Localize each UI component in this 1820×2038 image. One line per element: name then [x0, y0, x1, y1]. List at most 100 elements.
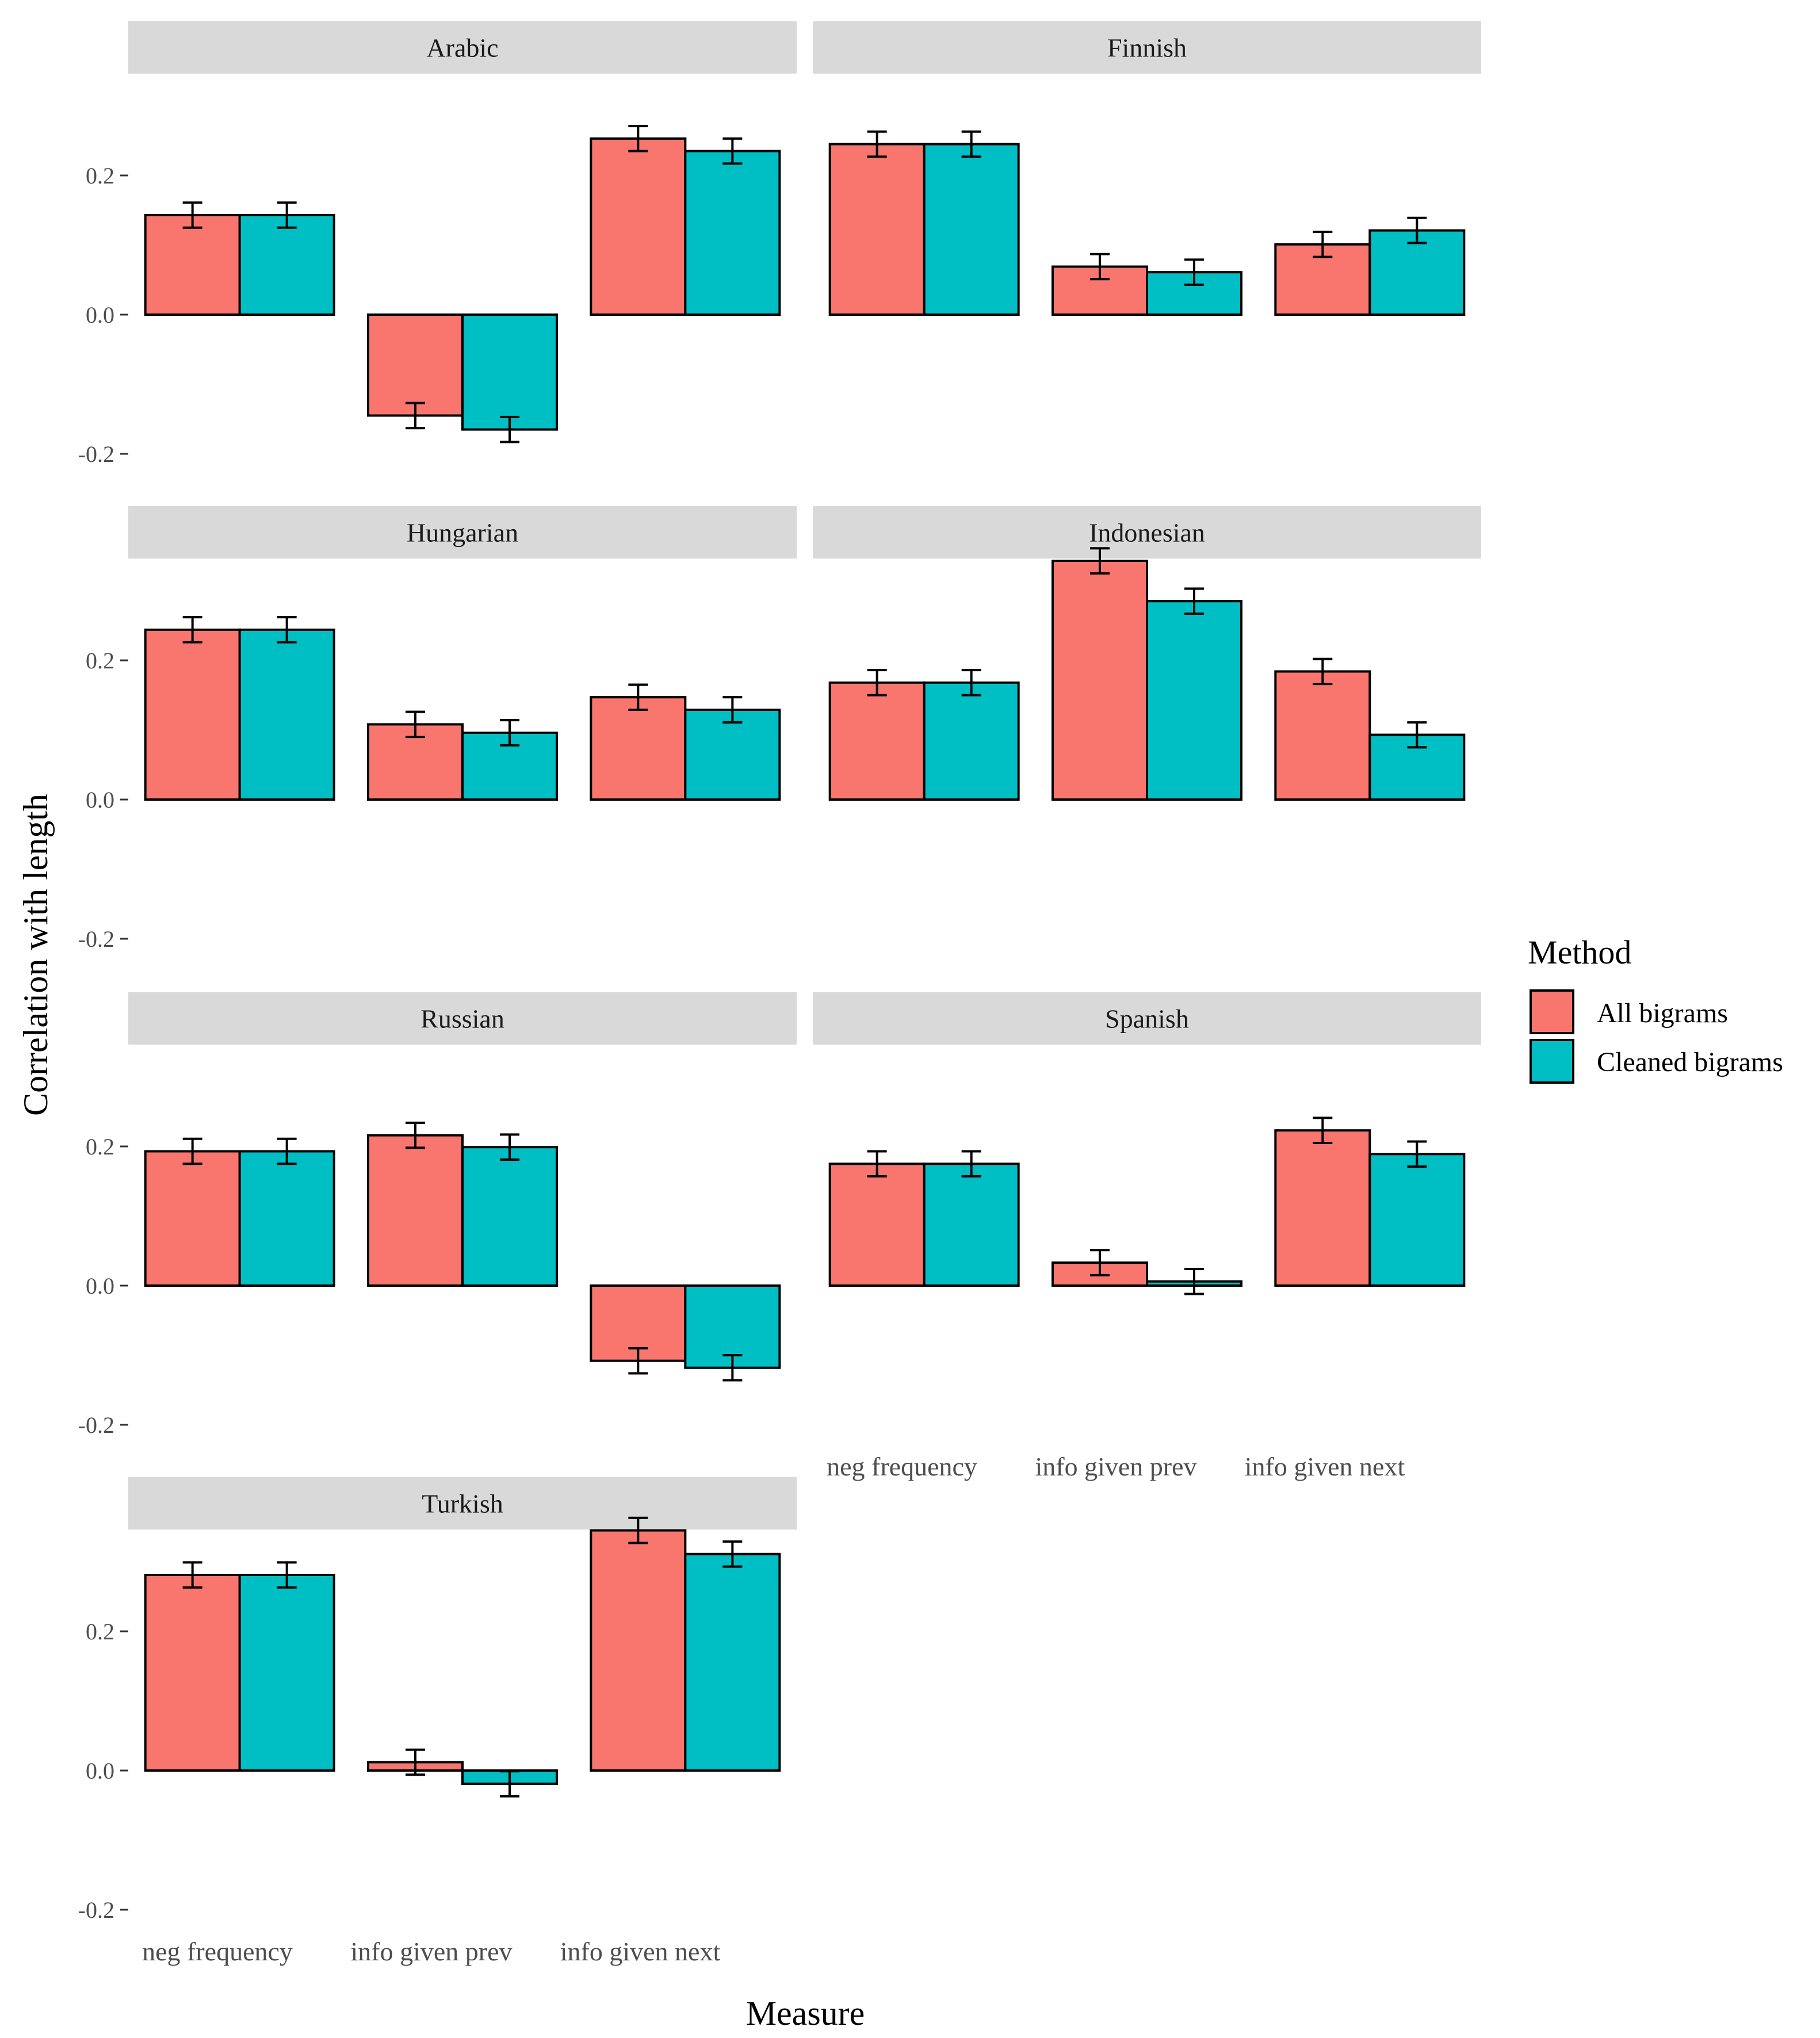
facet-label: Spanish	[1105, 1004, 1189, 1034]
error-bar	[277, 201, 297, 229]
error-bar	[722, 696, 743, 724]
facet-strip	[128, 1477, 797, 1530]
facet-spanish: Spanish neg frequency info given prev info …	[813, 992, 1481, 1481]
legend-label-cleaned-bigrams: Cleaned bigrams	[1597, 1047, 1783, 1077]
error-bar	[1090, 1249, 1110, 1276]
error-bar	[1184, 587, 1204, 615]
bar-russian-neg-frequency-all-bigrams	[144, 1150, 241, 1287]
bar-indonesian-info-given-next-all-bigrams	[1274, 670, 1371, 801]
facet-strip	[128, 506, 797, 559]
error-bar	[1090, 253, 1110, 281]
error-bar	[1184, 1267, 1204, 1295]
error-bar	[182, 201, 202, 229]
facet-finnish: Finnish	[813, 21, 1481, 316]
error-bar	[867, 1150, 887, 1178]
error-bar	[1313, 657, 1333, 686]
facet-strip	[813, 506, 1481, 559]
error-bar	[1407, 1140, 1427, 1168]
bar-finnish-neg-frequency-cleaned-bigrams	[923, 143, 1020, 316]
bar-spanish-neg-frequency-all-bigrams	[828, 1163, 926, 1287]
error-bar	[722, 137, 743, 165]
error-bar	[961, 130, 981, 158]
bar-arabic-info-given-next-all-bigrams	[590, 137, 687, 316]
legend-label-all-bigrams: All bigrams	[1597, 998, 1728, 1028]
y-tick-label: 0.0	[86, 1273, 114, 1299]
facet-strip	[128, 21, 797, 74]
facet-strip	[813, 21, 1481, 74]
y-tick-label: -0.2	[78, 926, 114, 952]
error-bar	[277, 1561, 297, 1589]
error-bar	[722, 1540, 743, 1568]
x-tick-label: info given next	[560, 1937, 721, 1966]
error-bar	[1313, 231, 1333, 258]
facet-label: Russian	[420, 1004, 504, 1034]
y-tick-label: 0.0	[86, 787, 114, 813]
facet-russian: Russian -0.2 0.0 0.2	[78, 992, 797, 1438]
bar-spanish-info-given-next-cleaned-bigrams	[1368, 1153, 1466, 1287]
facet-hungarian: Hungarian -0.2 0.0 0.2	[78, 506, 797, 952]
bar-russian-info-given-prev-all-bigrams	[367, 1134, 464, 1287]
x-tick-label: neg frequency	[827, 1452, 977, 1481]
error-bar	[500, 1133, 519, 1161]
facet-label: Arabic	[426, 33, 498, 63]
x-tick-label: info given prev	[1035, 1452, 1196, 1481]
bar-turkish-neg-frequency-all-bigrams	[144, 1573, 241, 1772]
bar-hungarian-info-given-next-cleaned-bigrams	[684, 708, 781, 801]
legend: Method All bigrams Cleaned bigrams	[1528, 934, 1783, 1084]
y-tick-label: 0.2	[86, 1134, 114, 1160]
facet-label: Finnish	[1107, 33, 1187, 63]
y-tick-label: -0.2	[78, 1412, 114, 1438]
bar-russian-neg-frequency-cleaned-bigrams	[238, 1150, 335, 1287]
error-bar	[628, 683, 648, 711]
error-bar	[1407, 721, 1427, 749]
bar-turkish-info-given-next-cleaned-bigrams	[684, 1553, 781, 1772]
facet-arabic: Arabic -0.2 0.0 0.2	[78, 21, 797, 467]
x-tick-label: info given next	[1245, 1452, 1405, 1481]
y-tick-label: 0.2	[86, 648, 114, 674]
facet-strip	[813, 992, 1481, 1045]
x-tick-label: info given prev	[350, 1937, 512, 1966]
legend-title: Method	[1528, 934, 1631, 971]
error-bar	[1184, 258, 1204, 286]
facet-turkish: Turkish -0.2 0.0 0.2 neg frequency info given…	[78, 1477, 797, 1966]
error-bar	[406, 1748, 425, 1776]
error-bar	[182, 1137, 202, 1165]
error-bar	[277, 1137, 297, 1165]
bar-indonesian-neg-frequency-all-bigrams	[828, 681, 926, 801]
x-tick-label: neg frequency	[142, 1937, 293, 1966]
bar-russian-info-given-next-cleaned-bigrams	[684, 1284, 781, 1369]
error-bar	[182, 1561, 202, 1589]
bar-arabic-neg-frequency-cleaned-bigrams	[238, 213, 335, 316]
error-bar	[961, 668, 981, 697]
error-bar	[961, 1150, 981, 1178]
error-bar	[182, 615, 202, 644]
error-bar	[867, 668, 887, 697]
error-bar	[628, 125, 648, 152]
y-axis-title: Correlation with length	[17, 794, 55, 1116]
x-axis-title: Measure	[746, 1994, 865, 2032]
bar-spanish-info-given-next-all-bigrams	[1274, 1129, 1371, 1287]
bar-finnish-neg-frequency-all-bigrams	[828, 143, 926, 316]
legend-swatch-all-bigrams	[1530, 989, 1574, 1034]
error-bar	[1407, 216, 1427, 244]
error-bar	[277, 615, 297, 644]
error-bar	[628, 1516, 648, 1544]
bar-turkish-neg-frequency-cleaned-bigrams	[238, 1573, 335, 1772]
error-bar	[628, 1347, 648, 1375]
bar-turkish-info-given-next-all-bigrams	[590, 1529, 687, 1772]
facet-strip	[128, 992, 797, 1045]
bar-hungarian-info-given-next-all-bigrams	[590, 696, 687, 801]
bar-russian-info-given-prev-cleaned-bigrams	[461, 1146, 558, 1287]
error-bar	[406, 1121, 425, 1149]
y-tick-label: -0.2	[78, 1897, 114, 1923]
error-bar	[500, 1770, 519, 1798]
bar-arabic-info-given-next-cleaned-bigrams	[684, 150, 781, 316]
bar-arabic-info-given-prev-all-bigrams	[367, 313, 464, 417]
error-bar	[867, 130, 887, 158]
y-tick-label: 0.2	[86, 1619, 114, 1645]
y-tick-label: -0.2	[78, 441, 114, 467]
facet-label: Turkish	[422, 1489, 503, 1519]
bar-indonesian-info-given-prev-all-bigrams	[1052, 559, 1148, 801]
y-tick-label: 0.0	[86, 302, 114, 328]
